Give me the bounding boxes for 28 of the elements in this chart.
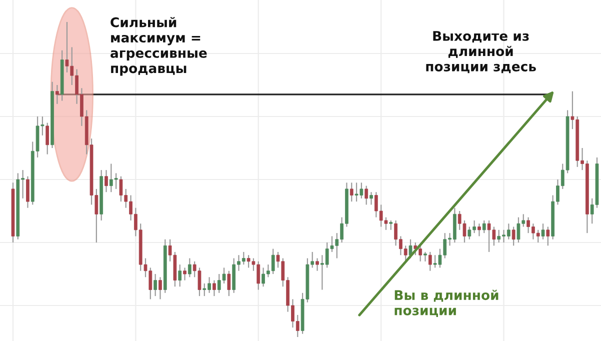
candlestick xyxy=(350,182,354,202)
candlestick xyxy=(370,192,373,206)
candlestick xyxy=(418,245,422,262)
candlestick xyxy=(183,267,186,281)
candlestick xyxy=(428,251,432,272)
candlestick xyxy=(482,220,486,234)
candlestick xyxy=(546,226,550,246)
candlestick xyxy=(55,84,59,104)
candlestick xyxy=(26,176,30,208)
candlestick xyxy=(364,185,368,206)
candlestick xyxy=(158,276,162,300)
annotation: Сильный максимум = агрессивные продавцы xyxy=(110,16,207,76)
candlestick xyxy=(478,223,481,237)
annotation: Выходите из длинной позиции здесь xyxy=(426,31,536,74)
candlestick xyxy=(154,273,157,297)
candlestick xyxy=(178,264,182,288)
candlestick xyxy=(188,258,192,278)
candlestick xyxy=(227,270,231,297)
candlestick xyxy=(212,280,216,297)
candlestick xyxy=(104,169,108,193)
candlestick xyxy=(424,251,427,262)
candlestick xyxy=(541,223,545,240)
candlestick xyxy=(389,220,393,230)
candlestick xyxy=(408,238,412,259)
candlestick xyxy=(46,122,50,155)
annotation: Вы в длинной позиции xyxy=(394,290,498,317)
candlestick xyxy=(512,226,516,246)
candlestick xyxy=(316,258,319,272)
